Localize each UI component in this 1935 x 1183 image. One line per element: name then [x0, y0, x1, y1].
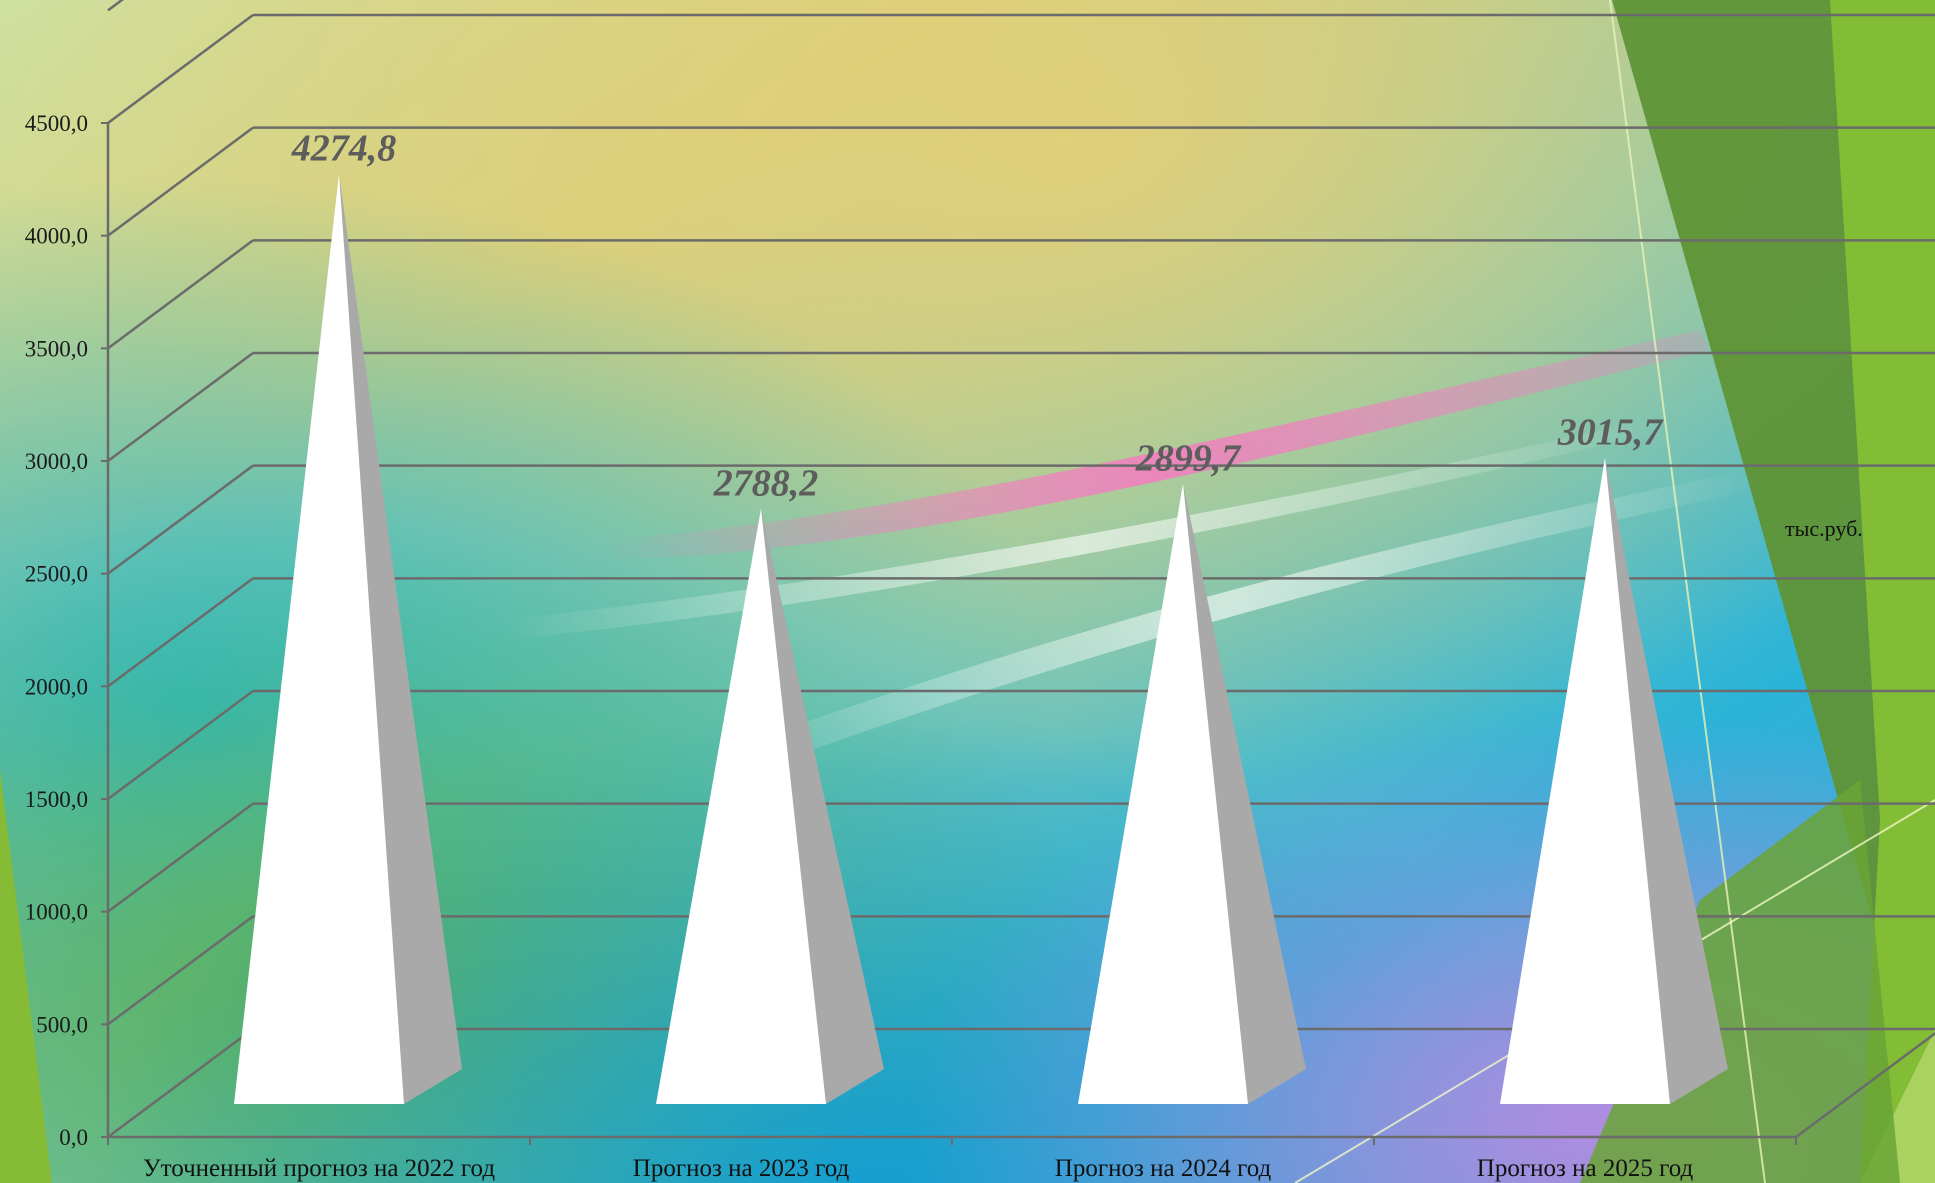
gridline-side — [107, 689, 254, 801]
pyramid-bar — [1500, 457, 1728, 1104]
floor-right-edge — [1795, 1031, 1935, 1139]
y-tick-label: 0,0 — [59, 1125, 88, 1150]
pyramid-side-face — [1605, 457, 1728, 1104]
gridline-side — [107, 13, 254, 125]
x-category-label: Прогноз на 2025 год — [1477, 1155, 1694, 1182]
y-tick-label: 1500,0 — [25, 787, 88, 812]
x-axis-category-labels: Уточненный прогноз на 2022 год Прогноз на… — [143, 1155, 1694, 1182]
x-category-label: Уточненный прогноз на 2022 год — [143, 1155, 495, 1182]
axes — [101, 122, 1935, 1145]
y-tick-label: 500,0 — [36, 1012, 88, 1037]
y-tick-label: 3500,0 — [25, 336, 88, 361]
pyramid-bar — [656, 508, 884, 1104]
pyramid-side-face — [339, 173, 462, 1105]
data-label: 2899,7 — [1135, 438, 1243, 480]
data-label: 3015,7 — [1557, 411, 1665, 453]
gridline-side — [107, 802, 254, 913]
gridline-side — [107, 126, 254, 237]
pyramid-bar — [234, 173, 462, 1105]
data-label: 4274,8 — [291, 128, 397, 170]
data-label: 2788,2 — [713, 463, 819, 505]
x-category-label: Прогноз на 2023 год — [633, 1155, 850, 1182]
gridline-side — [107, 464, 254, 575]
pyramid-front-face — [234, 173, 404, 1105]
y-axis-tick-labels: 0,0 500,0 1000,0 1500,0 2000,0 2500,0 3000,0 35… — [25, 111, 88, 1150]
pyramid-bar — [1078, 483, 1306, 1104]
gridline-side — [107, 239, 254, 350]
x-category-label: Прогноз на 2024 год — [1055, 1155, 1272, 1182]
y-tick-label: 1000,0 — [25, 900, 88, 925]
unit-label: тыс.руб. — [1785, 516, 1863, 541]
gridline-side — [107, 351, 254, 463]
pyramid-side-face — [1183, 483, 1306, 1104]
pyramid-front-face — [1500, 457, 1670, 1104]
pyramid-side-face — [761, 508, 884, 1104]
y-tick-label: 4000,0 — [25, 224, 88, 249]
pyramid-bars — [234, 173, 1728, 1105]
gridline-side — [107, 1027, 254, 1139]
y-tick-label: 2000,0 — [25, 674, 88, 699]
gridline-side — [107, 915, 254, 1026]
y-tick-label: 2500,0 — [25, 562, 88, 587]
pyramid-front-face — [1078, 483, 1248, 1104]
pyramid-front-face — [656, 508, 826, 1104]
data-labels: 4274,8 2788,2 2899,7 3015,7 — [291, 128, 1665, 505]
y-tick-label: 4500,0 — [25, 111, 88, 136]
y-tick-label: 3000,0 — [25, 449, 88, 474]
gridline-side — [107, 577, 254, 688]
